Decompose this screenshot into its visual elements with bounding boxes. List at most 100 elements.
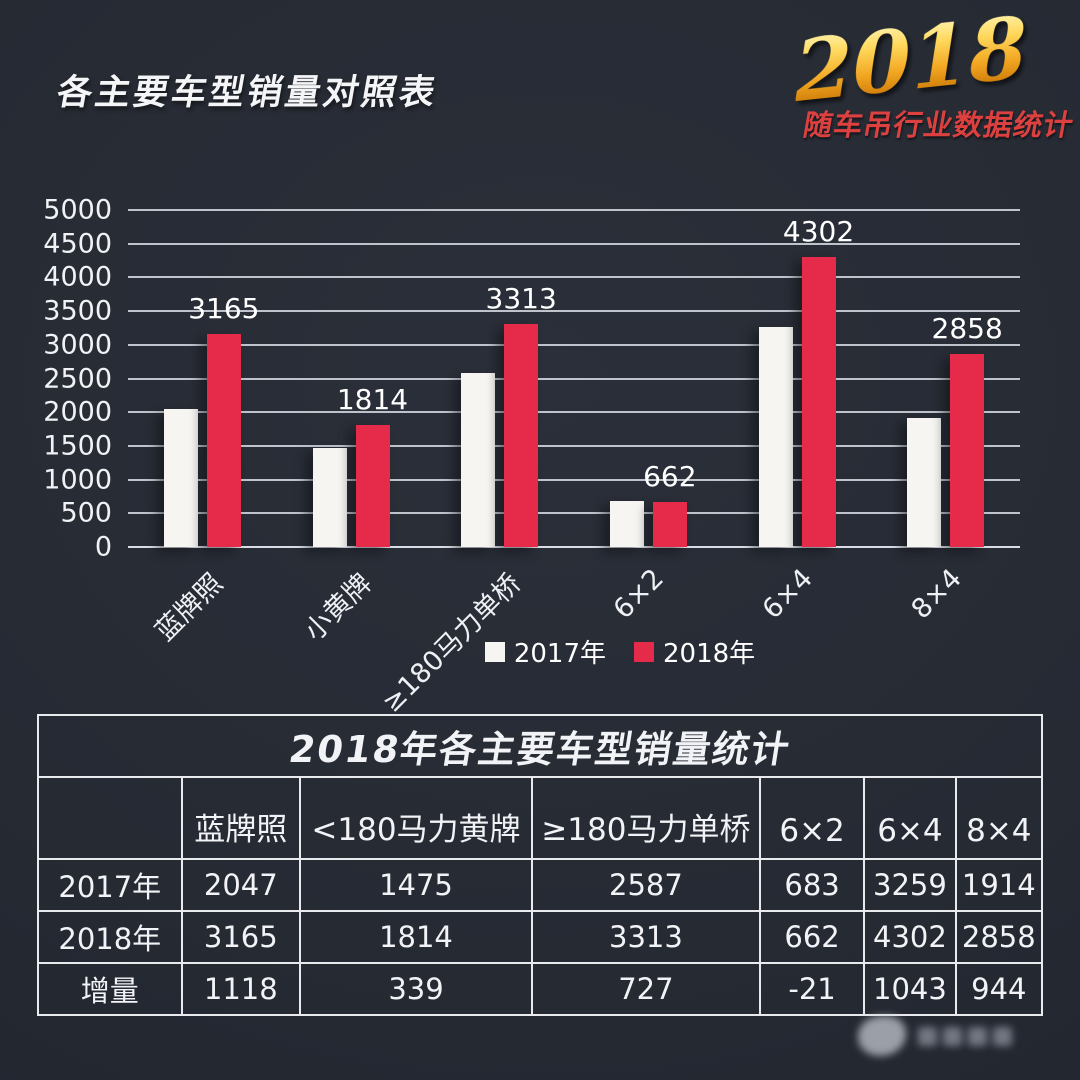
table-cell: 683 xyxy=(758,858,866,912)
table-row-label: 2017年 xyxy=(37,858,183,912)
table-header-cell: <180马力黄牌 xyxy=(299,776,533,860)
table-row: 增量 1118 339 727 -21 1043 944 xyxy=(37,962,1044,1016)
bar-2017年 xyxy=(461,372,496,547)
bar-group: 3165 蓝牌照 xyxy=(128,210,277,647)
legend-swatch xyxy=(484,641,505,662)
gridline xyxy=(128,512,1020,515)
table-cell: 1475 xyxy=(299,858,533,912)
table-header-cell: 蓝牌照 xyxy=(180,776,302,860)
y-tick-label: 1500 xyxy=(43,430,112,462)
bar-group: 1814 小黄牌 xyxy=(277,210,426,647)
table-header-cell: 6×2 xyxy=(758,776,866,860)
y-tick-label: 1000 xyxy=(43,464,112,496)
y-tick-label: 5000 xyxy=(43,194,112,226)
x-category-label: 6×4 xyxy=(756,563,819,626)
bar-2018年: 2858 xyxy=(932,312,1003,547)
gridline xyxy=(128,343,1020,346)
table-row-label: 2018年 xyxy=(37,910,183,964)
table-cell: 3259 xyxy=(863,858,957,912)
bar-groups: 3165 蓝牌照 1814 小黄牌 3313 ≥180马力单桥 662 6×2 4302 6×4 2… xyxy=(128,210,1020,719)
table-cell: -21 xyxy=(758,962,866,1016)
bar-value-label: 4302 xyxy=(782,215,855,249)
bar-2017年 xyxy=(312,447,347,547)
table-cell: 3165 xyxy=(180,910,302,964)
bar-group: 3313 ≥180马力单桥 xyxy=(376,210,574,719)
table-cell: 1043 xyxy=(863,962,957,1016)
y-tick-label: 4000 xyxy=(43,261,112,293)
legend-item: 2017年 xyxy=(484,633,606,670)
bar-value-label: 662 xyxy=(643,460,697,494)
year-logo-text: 2018 xyxy=(792,0,1029,122)
bar-2018年: 4302 xyxy=(783,215,854,547)
chart-legend: 2017年 2018年 xyxy=(174,633,1066,670)
bar-value-label: 2858 xyxy=(931,312,1003,346)
bar-group: 2858 8×4 xyxy=(871,210,1020,625)
gridline xyxy=(128,444,1020,447)
table-row: 2017年 2047 1475 2587 683 3259 1914 xyxy=(37,858,1044,912)
y-tick-label: 0 xyxy=(94,531,112,563)
bar-2017年 xyxy=(758,327,793,547)
table-cell: 1118 xyxy=(180,962,302,1016)
bar-chart-plot-area: 3165 蓝牌照 1814 小黄牌 3313 ≥180马力单桥 662 6×2 4302 6×4 2… xyxy=(128,209,1020,719)
y-tick-label: 3000 xyxy=(43,329,112,361)
legend-label: 2018年 xyxy=(663,639,756,669)
table-title-row: 2018年各主要车型销量统计 xyxy=(37,714,1043,778)
table-cell: 2858 xyxy=(954,910,1044,964)
table-header-cell: 8×4 xyxy=(954,776,1044,860)
table-row-label: 增量 xyxy=(37,962,183,1016)
bar-value-label: 3165 xyxy=(188,291,260,325)
gridline xyxy=(128,242,1020,245)
logo-subtitle: 随车吊行业数据统计 xyxy=(800,108,1077,142)
gridline xyxy=(128,276,1020,279)
bar-2018年: 3313 xyxy=(486,282,557,547)
table-cell: 2587 xyxy=(530,858,761,912)
bar-2017年 xyxy=(609,500,644,547)
y-tick-label: 4500 xyxy=(43,228,112,260)
table-cell: 4302 xyxy=(863,910,957,964)
watermark-logo xyxy=(858,1016,1018,1056)
x-category-label: 8×4 xyxy=(905,563,968,626)
watermark-text-blur xyxy=(918,1026,1018,1046)
bar-2017年 xyxy=(163,409,198,547)
legend-swatch xyxy=(634,641,654,662)
y-tick-label: 500 xyxy=(60,497,112,529)
year-logo: 2018 xyxy=(786,0,1036,121)
bar-group: 4302 6×4 xyxy=(723,210,872,625)
bar-value-label: 3313 xyxy=(485,281,557,315)
bar-2018年: 3165 xyxy=(188,292,259,547)
legend-label: 2017年 xyxy=(513,639,606,669)
table-header-cell xyxy=(37,776,183,860)
table-cell: 727 xyxy=(530,962,761,1016)
y-tick-label: 2500 xyxy=(43,363,112,394)
gridline xyxy=(128,310,1020,313)
bar-2017年 xyxy=(907,418,942,547)
page-title: 各主要车型销量对照表 xyxy=(53,73,441,113)
gridline xyxy=(128,209,1020,211)
table-cell: 662 xyxy=(758,910,866,964)
y-axis: 5000 4500 4000 3500 3000 2500 2000 1500 1000 500 0 xyxy=(28,195,112,563)
table-title: 2018年各主要车型销量统计 xyxy=(285,728,794,771)
y-tick-label: 2000 xyxy=(43,396,112,428)
table-cell: 339 xyxy=(299,962,533,1016)
table-cell: 3313 xyxy=(530,910,761,964)
sales-table: 2018年各主要车型销量统计蓝牌照 <180马力黄牌 ≥180马力单桥 6×2 6×4 8… xyxy=(37,714,1044,1016)
watermark-blob xyxy=(858,1016,906,1056)
bar-2018年: 662 xyxy=(643,460,697,547)
bar-group: 662 6×2 xyxy=(574,210,723,625)
legend-item: 2018年 xyxy=(634,633,755,670)
table-header-cell: ≥180马力单桥 xyxy=(530,776,761,860)
table-header-cell: 6×4 xyxy=(863,776,957,860)
table-cell: 2047 xyxy=(180,858,302,912)
bar-2018年: 1814 xyxy=(337,383,408,547)
table-row: 2018年 3165 1814 3313 662 4302 2858 xyxy=(37,910,1044,964)
gridline xyxy=(128,546,1020,548)
table-cell: 1814 xyxy=(299,910,533,964)
table-header-row: 蓝牌照 <180马力黄牌 ≥180马力单桥 6×2 6×4 8×4 xyxy=(37,776,1044,860)
gridline xyxy=(128,411,1020,414)
x-category-label: 6×2 xyxy=(608,563,671,626)
table-cell: 944 xyxy=(954,962,1044,1016)
table-cell: 1914 xyxy=(954,858,1044,912)
gridline xyxy=(128,478,1020,481)
bar-value-label: 1814 xyxy=(336,382,409,416)
gridline xyxy=(128,377,1020,380)
